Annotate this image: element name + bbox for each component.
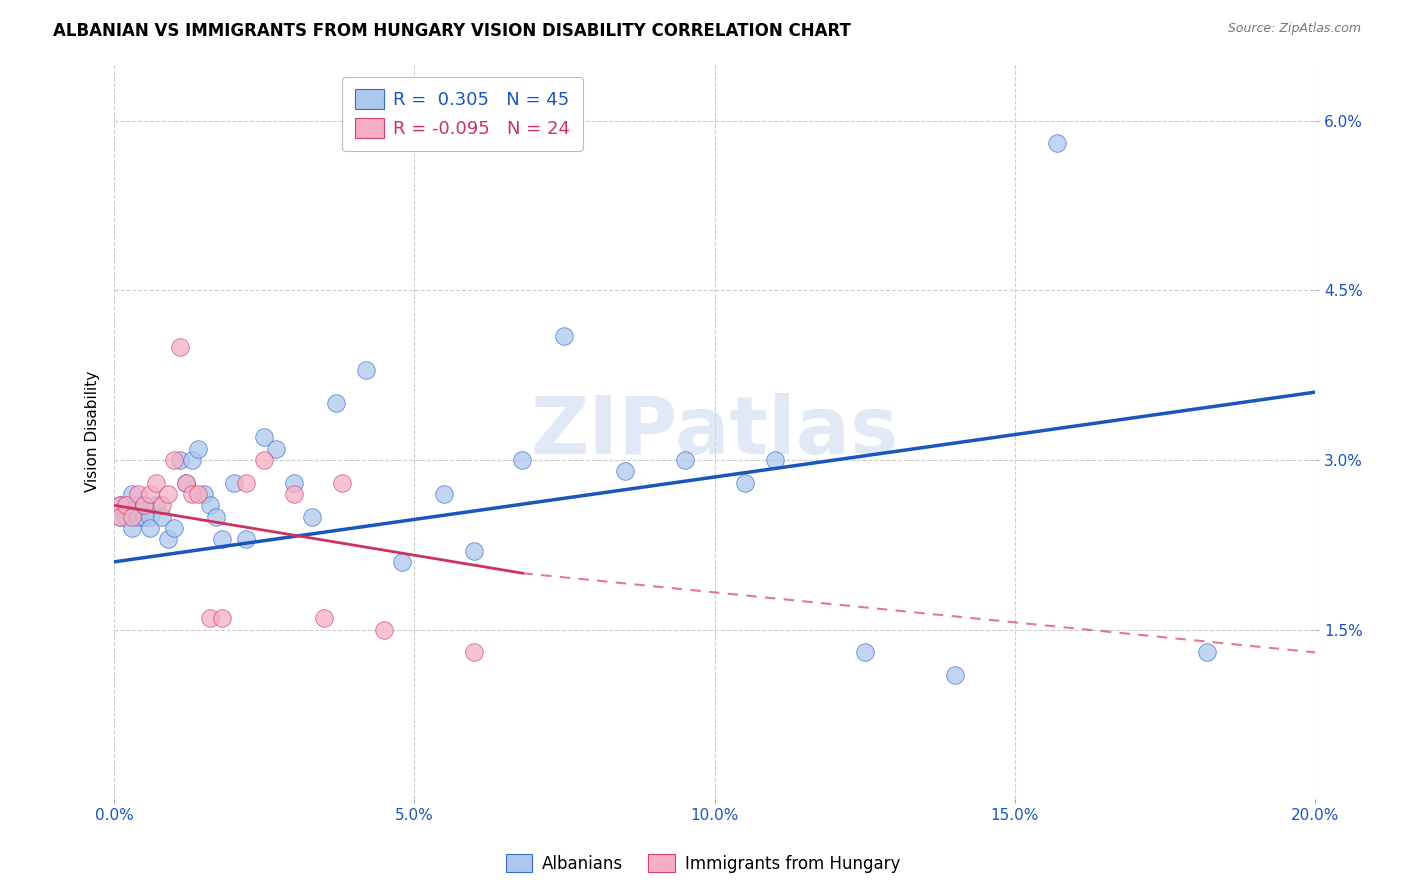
Point [139,487,162,501]
Point [134,498,156,512]
Point [325,396,347,410]
Point [127,509,149,524]
Point [253,430,276,444]
Point [121,521,143,535]
Point [266,442,288,456]
Point [134,498,156,512]
Point [163,521,186,535]
Point [512,453,534,467]
Point [108,498,131,512]
Y-axis label: Vision Disability: Vision Disability [86,371,100,492]
Point [181,453,204,467]
Point [157,487,180,501]
Point [943,668,966,682]
Point [127,487,149,501]
Legend: R =  0.305   N = 45, R = -0.095   N = 24: R = 0.305 N = 45, R = -0.095 N = 24 [342,77,582,151]
Point [373,623,395,637]
Point [1046,136,1069,151]
Point [283,475,305,490]
Point [330,475,353,490]
Text: ALBANIAN VS IMMIGRANTS FROM HUNGARY VISION DISABILITY CORRELATION CHART: ALBANIAN VS IMMIGRANTS FROM HUNGARY VISI… [53,22,851,40]
Point [169,340,191,354]
Point [235,475,257,490]
Point [235,533,257,547]
Point [224,475,246,490]
Point [115,509,138,524]
Point [314,611,336,625]
Point [108,509,131,524]
Point [145,498,167,512]
Point [283,487,305,501]
Point [253,453,276,467]
Point [734,475,756,490]
Point [200,611,222,625]
Point [200,498,222,512]
Point [205,509,228,524]
Point [187,487,209,501]
Point [115,498,138,512]
Legend: Albanians, Immigrants from Hungary: Albanians, Immigrants from Hungary [499,847,907,880]
Point [139,509,162,524]
Point [150,509,173,524]
Point [121,487,143,501]
Point [145,475,167,490]
Point [181,487,204,501]
Point [174,475,197,490]
Text: Source: ZipAtlas.com: Source: ZipAtlas.com [1227,22,1361,36]
Point [108,509,131,524]
Point [139,521,162,535]
Point [433,487,456,501]
Point [150,498,173,512]
Point [115,498,138,512]
Point [157,533,180,547]
Point [853,645,876,659]
Point [187,442,209,456]
Point [121,509,143,524]
Point [193,487,215,501]
Point [391,555,413,569]
Point [673,453,696,467]
Text: ZIPatlas: ZIPatlas [530,392,898,471]
Point [463,543,485,558]
Point [463,645,485,659]
Point [1195,645,1218,659]
Point [356,362,378,376]
Point [553,328,575,343]
Point [134,509,156,524]
Point [127,498,149,512]
Point [174,475,197,490]
Point [211,611,233,625]
Point [301,509,323,524]
Point [169,453,191,467]
Point [211,533,233,547]
Point [613,464,636,478]
Point [763,453,786,467]
Point [163,453,186,467]
Point [108,498,131,512]
